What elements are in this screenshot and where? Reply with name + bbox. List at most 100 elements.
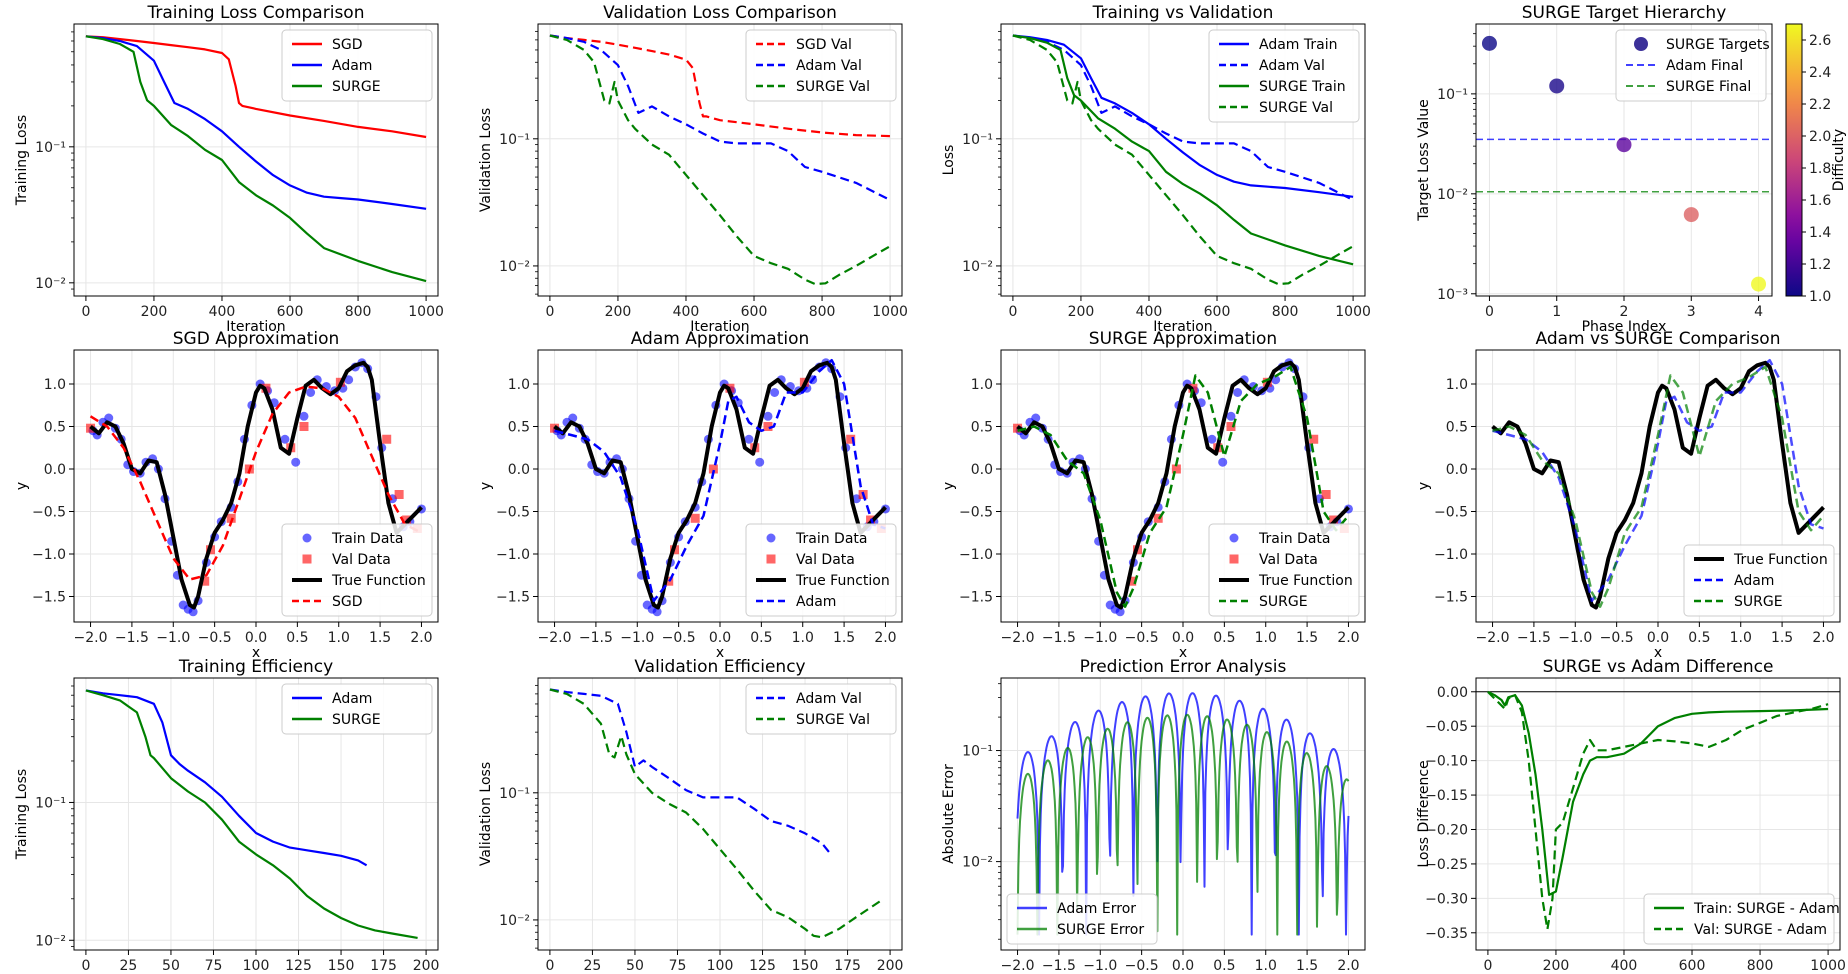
y-tick-label: −0.15 xyxy=(1425,788,1468,804)
y-tick-label: 10⁻³ xyxy=(1437,287,1468,303)
x-tick-label: 400 xyxy=(1136,304,1163,320)
y-axis-label: y xyxy=(14,482,30,490)
plot-area xyxy=(549,34,891,286)
legend-label: SGD Val xyxy=(796,37,852,53)
x-tick-label: 2 xyxy=(1620,304,1629,320)
x-tick-label: 0 xyxy=(81,958,90,974)
train-point xyxy=(568,413,578,423)
legend-label: Adam xyxy=(796,594,836,610)
x-tick-label: 1.5 xyxy=(833,630,855,646)
x-tick-label: 0 xyxy=(545,958,554,974)
x-tick-label: 0 xyxy=(1483,958,1492,974)
panel-p4: 0 1 2 3 4 10⁻³ 10⁻² 10⁻¹ 1.0 1.2 1.4 1.6 1.8 2.0 2.2 2.… xyxy=(1416,3,1847,335)
x-tick-label: −1.5 xyxy=(1042,958,1076,974)
plot-frame xyxy=(1000,677,1366,951)
train-point xyxy=(299,411,309,421)
y-tick-label: 1.0 xyxy=(508,377,530,393)
legend-swatch xyxy=(766,554,776,564)
x-tick-label: 1.0 xyxy=(1730,630,1752,646)
legend-label: SURGE Train xyxy=(1259,79,1346,95)
legend-label: SURGE xyxy=(1734,594,1783,610)
colorbar-tick-label: 1.2 xyxy=(1809,257,1831,273)
x-tick-label: 200 xyxy=(605,304,632,320)
y-tick-label: 10⁻² xyxy=(35,933,66,949)
x-tick-label: 2.0 xyxy=(410,630,432,646)
x-tick-label: 1.0 xyxy=(1255,630,1277,646)
plot-frame xyxy=(537,23,903,297)
true-function-line xyxy=(553,360,887,610)
train-point xyxy=(344,375,354,385)
true-function-line xyxy=(89,360,423,610)
x-tick-label: 2.0 xyxy=(1337,958,1359,974)
legend-box xyxy=(1006,893,1158,945)
y-axis-label: Absolute Error xyxy=(941,764,957,864)
x-tick-label: 0.5 xyxy=(1213,958,1235,974)
x-tick-label: 1000 xyxy=(1335,304,1371,320)
y-tick-label: −0.5 xyxy=(1434,505,1468,521)
x-tick-label: 150 xyxy=(328,958,355,974)
chart-title: SURGE vs Adam Difference xyxy=(1543,657,1774,677)
model-line xyxy=(89,385,423,581)
panel-p8: −2.0 −1.5 −1.0 −0.5 0.0 0.5 1.0 1.5 2.0−1.5−1.0−… xyxy=(1416,329,1841,661)
legend-box xyxy=(1683,544,1835,617)
y-tick-label: −1.0 xyxy=(1434,547,1468,563)
legend-label: SGD xyxy=(332,37,363,53)
y-tick-label: 10⁻² xyxy=(962,259,993,275)
y-axis-label: y xyxy=(478,482,494,490)
colorbar-tick-label: 2.4 xyxy=(1809,65,1831,81)
y-tick-label: −0.10 xyxy=(1425,754,1468,770)
x-tick-label: 75 xyxy=(669,958,687,974)
x-tick-label: −0.5 xyxy=(198,630,232,646)
x-tick-label: 0.0 xyxy=(1172,630,1194,646)
legend-label: SURGE Targets xyxy=(1666,37,1770,53)
legend-box xyxy=(745,523,897,617)
legend-label: Adam Val xyxy=(1259,58,1325,74)
legend-label: Train Data xyxy=(1258,531,1330,547)
val-point xyxy=(708,464,718,474)
legend-label: SURGE xyxy=(332,712,381,728)
x-tick-label: 0.5 xyxy=(1213,630,1235,646)
x-tick-label: −0.5 xyxy=(1600,630,1634,646)
x-tick-label: 800 xyxy=(1747,958,1774,974)
legend-label: SURGE xyxy=(1259,594,1308,610)
x-tick-label: 600 xyxy=(1204,304,1231,320)
true-function-line xyxy=(1016,360,1350,610)
train-point xyxy=(652,607,662,617)
legend-label: True Function xyxy=(1733,552,1828,568)
chart-title: Adam Approximation xyxy=(631,329,810,349)
x-tick-label: 2.0 xyxy=(1812,630,1834,646)
plot-area xyxy=(1016,692,1350,936)
x-tick-label: 4 xyxy=(1754,304,1763,320)
val-point xyxy=(1321,490,1331,499)
train-point xyxy=(763,411,773,421)
y-tick-label: 10⁻¹ xyxy=(35,140,66,156)
x-tick-label: 1000 xyxy=(872,304,908,320)
legend-label: Train Data xyxy=(331,531,403,547)
surge-line xyxy=(1492,365,1825,608)
x-tick-label: 1.5 xyxy=(1771,630,1793,646)
plot-frame xyxy=(537,677,903,951)
x-tick-label: 0.0 xyxy=(245,630,267,646)
x-tick-label: 175 xyxy=(370,958,397,974)
y-tick-label: −0.5 xyxy=(959,505,993,521)
plot-frame xyxy=(1475,677,1841,951)
val-point xyxy=(1171,464,1181,474)
y-tick-label: 0.5 xyxy=(44,420,66,436)
legend: SGD Adam SURGE xyxy=(281,29,433,102)
panel-p5: −2.0 −1.5 −1.0 −0.5 0.0 0.5 1.0 1.5 2.0−1.5−1.0−… xyxy=(14,329,439,661)
x-tick-label: 0.5 xyxy=(750,630,772,646)
legend-label: True Function xyxy=(331,573,426,589)
y-tick-label: 0.5 xyxy=(971,420,993,436)
x-tick-label: 1.5 xyxy=(369,630,391,646)
train-point xyxy=(1115,607,1125,617)
x-tick-label: −1.0 xyxy=(1083,630,1117,646)
colorbar-tick-label: 2.6 xyxy=(1809,33,1831,49)
x-tick-label: 25 xyxy=(120,958,138,974)
val-point xyxy=(382,434,392,444)
legend-label: SURGE Val xyxy=(1259,100,1333,116)
legend-swatch xyxy=(766,533,776,543)
legend-box xyxy=(281,523,433,617)
colorbar xyxy=(1785,23,1803,297)
legend-label: Train: SURGE - Adam xyxy=(1693,901,1840,917)
y-tick-label: −0.05 xyxy=(1425,719,1468,735)
